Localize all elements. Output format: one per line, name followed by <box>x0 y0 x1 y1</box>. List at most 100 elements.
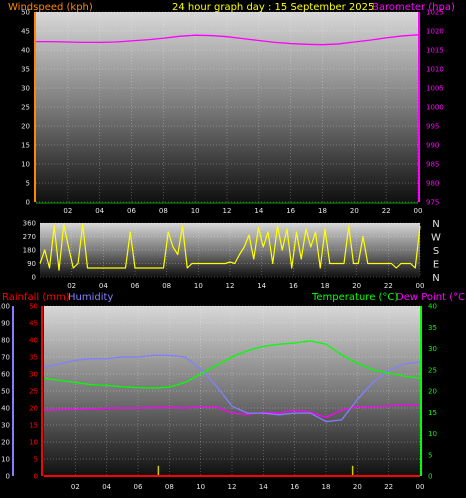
rainfall-tick-label: 30 <box>29 371 38 379</box>
panel3-bg <box>44 306 420 476</box>
x-tick-label: 08 <box>162 282 171 290</box>
x-tick-label: 04 <box>99 282 108 290</box>
panel1-x-ticks: 02 04 06 08 10 12 14 16 18 20 22 00 <box>63 207 422 215</box>
direction-tick-label: 360 <box>23 220 36 228</box>
temperature-tick-label: 35 <box>428 324 437 332</box>
panel1-grid <box>36 11 419 203</box>
humidity-tick-label: 60 <box>1 371 10 379</box>
barometer-title: Barometer (hpa) <box>372 2 455 13</box>
wind-tick-label: 40 <box>21 47 30 55</box>
x-tick-label: 22 <box>384 483 393 491</box>
temperature-tick-label: 0 <box>428 473 432 481</box>
humidity-legend: Humidity <box>68 292 113 303</box>
barometer-tick-label: 1015 <box>426 47 444 55</box>
compass-label: E <box>433 260 439 271</box>
x-tick-label: 00 <box>416 483 425 491</box>
panel2-x-ticks: 02 04 06 08 10 12 14 16 18 20 22 00 <box>67 282 424 290</box>
x-tick-label: 14 <box>254 207 263 215</box>
x-tick-label: 20 <box>353 483 362 491</box>
rainfall-tick-label: 15 <box>29 422 38 430</box>
compass-label: W <box>431 233 441 244</box>
wind-tick-label: 0 <box>26 199 30 207</box>
wind-tick-label: 35 <box>21 66 30 74</box>
humidity-tick-label: 70 <box>1 354 10 362</box>
humidity-tick-label: 80 <box>1 337 10 345</box>
barometer-tick-label: 975 <box>426 199 439 207</box>
panel2-series <box>39 223 421 271</box>
barometer-tick-label: 990 <box>426 142 439 150</box>
humidity-tick-label: 100 <box>0 303 10 311</box>
temperature-line <box>43 340 421 389</box>
humidity-tick-label: 10 <box>1 456 10 464</box>
barometer-tick-label: 985 <box>426 161 439 169</box>
panel2-grid <box>40 222 421 278</box>
x-tick-label: 22 <box>384 282 393 290</box>
humidity-tick-label: 20 <box>1 439 10 447</box>
direction-tick-label: 180 <box>23 247 36 255</box>
rainfall-legend: Rainfall (mm) <box>2 292 70 303</box>
panel3-series <box>43 340 421 477</box>
x-tick-label: 06 <box>127 207 136 215</box>
direction-tick-label: 270 <box>23 233 36 241</box>
x-tick-label: 08 <box>159 207 168 215</box>
temperature-tick-label: 5 <box>428 451 432 459</box>
direction-tick-label: 0 <box>32 274 36 282</box>
x-tick-label: 12 <box>226 282 235 290</box>
rainfall-tick-label: 50 <box>29 303 38 311</box>
humidity-line <box>43 354 421 423</box>
x-tick-label: 10 <box>191 207 200 215</box>
x-tick-label: 18 <box>318 207 327 215</box>
x-tick-label: 18 <box>322 483 331 491</box>
x-tick-label: 10 <box>194 282 203 290</box>
x-tick-label: 20 <box>352 282 361 290</box>
x-tick-label: 08 <box>165 483 174 491</box>
direction-tick-label: 90 <box>27 260 36 268</box>
x-tick-label: 14 <box>257 282 266 290</box>
x-tick-label: 14 <box>259 483 268 491</box>
x-tick-label: 02 <box>63 207 72 215</box>
direction-line <box>39 223 421 271</box>
windspeed-title: Windspeed (kph) <box>8 2 93 13</box>
barometer-tick-label: 1020 <box>426 28 444 36</box>
dewpoint-legend: Dew Point (°C) <box>396 292 466 303</box>
x-tick-label: 20 <box>350 207 359 215</box>
compass-label: N <box>432 273 439 284</box>
temperature-tick-label: 10 <box>428 430 437 438</box>
barometer-line <box>36 34 419 46</box>
compass-label: S <box>433 246 439 257</box>
temperature-tick-label: 25 <box>428 366 437 374</box>
x-tick-label: 10 <box>196 483 205 491</box>
x-tick-label: 16 <box>286 207 295 215</box>
panel2-left-axis: 0 90 180 270 360 <box>23 220 36 282</box>
rainfall-tick-label: 40 <box>29 337 38 345</box>
humidity-tick-label: 0 <box>6 473 10 481</box>
wind-tick-label: 50 <box>21 9 30 17</box>
barometer-tick-label: 1010 <box>426 66 444 74</box>
wind-tick-label: 20 <box>21 123 30 131</box>
x-tick-label: 16 <box>290 483 299 491</box>
rainfall-tick-label: 45 <box>29 320 38 328</box>
barometer-tick-label: 1000 <box>426 104 444 112</box>
rainfall-tick-label: 20 <box>29 405 38 413</box>
panel1-bg <box>36 12 418 202</box>
x-tick-label: 18 <box>321 282 330 290</box>
temperature-axis: 0 5 10 15 20 25 30 35 40 <box>420 303 437 481</box>
x-tick-label: 00 <box>416 282 425 290</box>
rainfall-tick-label: 25 <box>29 388 38 396</box>
compass-label: N <box>432 219 439 230</box>
rainfall-tick-label: 5 <box>34 456 38 464</box>
wind-tick-label: 30 <box>21 85 30 93</box>
barometer-tick-label: 995 <box>426 123 439 131</box>
x-tick-label: 04 <box>102 483 111 491</box>
temperature-legend: Temperature (°C) <box>311 292 398 303</box>
rainfall-tick-label: 35 <box>29 354 38 362</box>
barometer-tick-label: 980 <box>426 180 439 188</box>
panel1-left-axis: 0 5 10 15 20 25 30 35 40 45 50 <box>21 9 36 207</box>
x-tick-label: 12 <box>223 207 232 215</box>
humidity-tick-label: 30 <box>1 422 10 430</box>
wind-tick-label: 15 <box>21 142 30 150</box>
x-tick-label: 02 <box>71 483 80 491</box>
x-tick-label: 00 <box>414 207 423 215</box>
